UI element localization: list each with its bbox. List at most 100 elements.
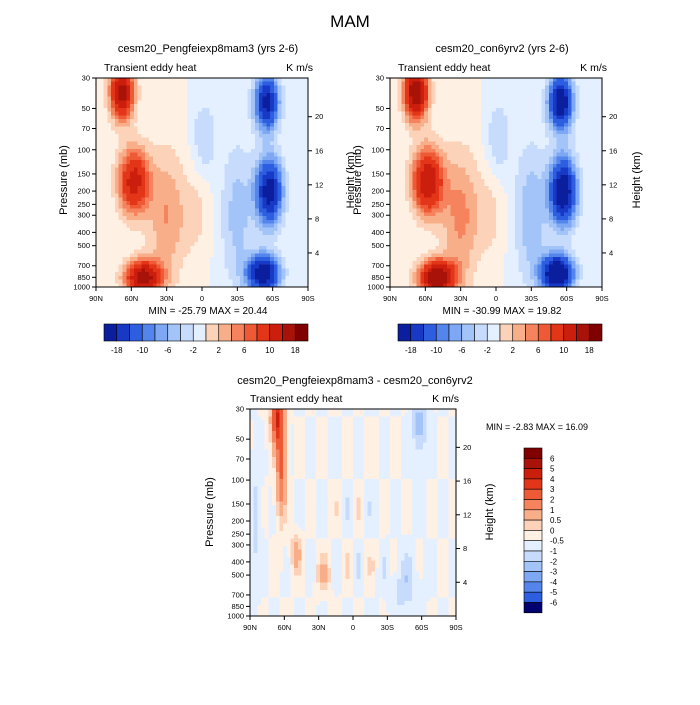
contour-cell: [462, 171, 466, 175]
contour-cell: [247, 272, 251, 276]
contour-cell: [398, 194, 402, 198]
contour-cell: [126, 145, 130, 149]
contour-cell: [481, 231, 485, 235]
contour-cell: [458, 115, 462, 119]
contour-cell: [462, 153, 466, 157]
contour-cell: [119, 168, 123, 172]
contour-cell: [297, 78, 301, 82]
contour-cell: [466, 216, 470, 220]
contour-cell: [236, 138, 240, 142]
contour-cell: [111, 175, 115, 179]
contour-cell: [496, 153, 500, 157]
contour-cell: [176, 179, 180, 183]
contour-cell: [289, 179, 293, 183]
contour-cell: [420, 119, 424, 123]
contour-cell: [232, 216, 236, 220]
contour-cell: [500, 123, 504, 127]
contour-cell: [115, 160, 119, 164]
contour-cell: [164, 149, 168, 153]
contour-cell: [126, 227, 130, 231]
contour-cell: [470, 93, 474, 97]
contour-cell: [198, 197, 202, 201]
contour-cell: [439, 212, 443, 216]
contour-cell: [187, 130, 191, 134]
contour-cell: [259, 119, 263, 123]
contour-cell: [149, 197, 153, 201]
contour-cell: [432, 183, 436, 187]
contour-cell: [394, 78, 398, 82]
contour-cell: [141, 149, 145, 153]
contour-cell: [504, 89, 508, 93]
contour-cell: [289, 78, 293, 82]
contour-cell: [409, 164, 413, 168]
contour-cell: [413, 224, 417, 228]
contour-cell: [232, 235, 236, 239]
contour-cell: [413, 209, 417, 213]
contour-cell: [244, 194, 248, 198]
contour-cell: [172, 97, 176, 101]
contour-cell: [500, 272, 504, 276]
contour-cell: [160, 123, 164, 127]
contour-cell: [447, 220, 451, 224]
contour-cell: [225, 272, 229, 276]
contour-cell: [168, 97, 172, 101]
contour-cell: [282, 160, 286, 164]
contour-cell: [126, 160, 130, 164]
contour-cell: [259, 78, 263, 82]
colorbar-box: [142, 324, 155, 341]
contour-cell: [435, 130, 439, 134]
contour-cell: [297, 85, 301, 89]
contour-cell: [179, 149, 183, 153]
contour-cell: [398, 272, 402, 276]
contour-cell: [439, 149, 443, 153]
contour-cell: [236, 216, 240, 220]
contour-cell: [454, 85, 458, 89]
contour-cell: [217, 141, 221, 145]
contour-cell: [251, 205, 255, 209]
contour-cell: [504, 93, 508, 97]
contour-cell: [221, 141, 225, 145]
contour-cell: [466, 104, 470, 108]
contour-cell: [451, 212, 455, 216]
contour-cell: [111, 78, 115, 82]
contour-cell: [179, 246, 183, 250]
contour-cell: [134, 123, 138, 127]
contour-cell: [439, 82, 443, 86]
contour-cell: [473, 246, 477, 250]
contour-cell: [266, 85, 270, 89]
contour-cell: [424, 250, 428, 254]
contour-cell: [176, 268, 180, 272]
contour-cell: [255, 171, 259, 175]
contour-cell: [138, 78, 142, 82]
contour-cell: [145, 78, 149, 82]
contour-cell: [282, 190, 286, 194]
contour-cell: [394, 216, 398, 220]
contour-cell: [439, 242, 443, 246]
contour-cell: [507, 183, 511, 187]
contour-cell: [454, 250, 458, 254]
contour-cell: [130, 97, 134, 101]
contour-cell: [443, 183, 447, 187]
contour-cell: [435, 231, 439, 235]
contour-cell: [210, 82, 214, 86]
contour-cell: [115, 268, 119, 272]
contour-cell: [405, 261, 409, 265]
contour-cell: [428, 164, 432, 168]
contour-cell: [263, 168, 267, 172]
contour-cell: [439, 123, 443, 127]
contour-cell: [435, 175, 439, 179]
contour-cell: [435, 134, 439, 138]
contour-cell: [289, 197, 293, 201]
contour-cell: [409, 149, 413, 153]
contour-cell: [263, 97, 267, 101]
contour-cell: [126, 141, 130, 145]
contour-cell: [240, 112, 244, 116]
contour-cell: [496, 183, 500, 187]
contour-cell: [477, 130, 481, 134]
contour-cell: [432, 242, 436, 246]
contour-cell: [424, 268, 428, 272]
contour-cell: [259, 197, 263, 201]
contour-cell: [492, 242, 496, 246]
contour-cell: [157, 78, 161, 82]
contour-cell: [263, 100, 267, 104]
